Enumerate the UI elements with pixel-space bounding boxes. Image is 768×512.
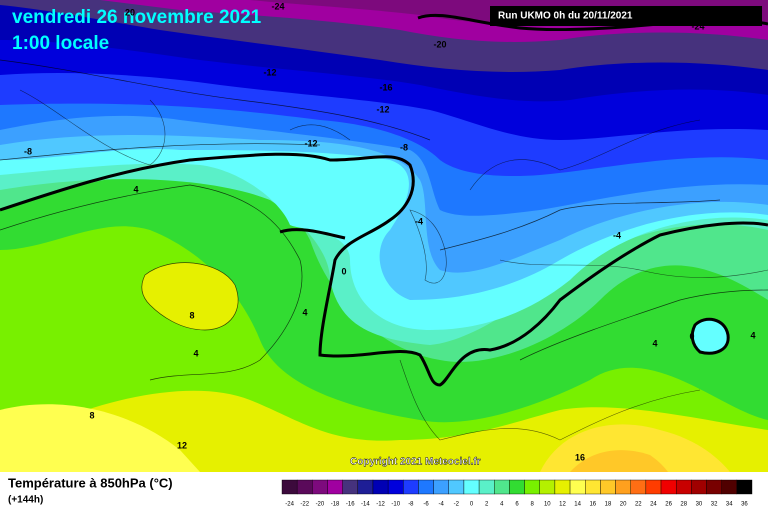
contour-label: -16 bbox=[379, 82, 392, 92]
legend-swatch bbox=[509, 479, 525, 495]
legend-tick-label: 28 bbox=[680, 502, 687, 508]
contour-label: -4 bbox=[613, 230, 621, 240]
legend-tick-label: 0 bbox=[470, 502, 474, 508]
legend-swatch bbox=[645, 479, 662, 495]
legend-swatch bbox=[600, 479, 616, 495]
legend-tick-label: 10 bbox=[544, 502, 551, 508]
legend-tick-label: 12 bbox=[559, 502, 566, 508]
contour-label: 12 bbox=[177, 440, 187, 450]
color-legend: -24 -22 -20 -18 -16 -14 -12 -10 -8 -6 -4 -2 0 2 4 6 8 10 1… bbox=[281, 479, 753, 508]
legend-swatch bbox=[691, 479, 707, 495]
footer-title: Température à 850hPa (°C) bbox=[8, 475, 173, 490]
legend-tick-label: -24 bbox=[285, 502, 294, 508]
legend-tick-label: -10 bbox=[391, 502, 400, 508]
legend-swatch bbox=[721, 479, 738, 495]
contour-label: 4 bbox=[302, 307, 307, 317]
legend-swatch bbox=[387, 479, 404, 495]
contour-label: 8 bbox=[189, 310, 194, 320]
contour-label: -12 bbox=[376, 104, 389, 114]
legend-tick-label: 32 bbox=[711, 502, 718, 508]
legend-swatch bbox=[418, 479, 434, 495]
legend-tick-label: -14 bbox=[361, 502, 370, 508]
contour-label: 0 bbox=[689, 331, 694, 341]
legend-tick-label: 30 bbox=[696, 502, 703, 508]
contour-label: 0 bbox=[341, 266, 346, 276]
legend-swatch bbox=[524, 479, 540, 495]
contour-label: -20 bbox=[433, 39, 446, 49]
contour-label: 8 bbox=[89, 410, 94, 420]
coastlines bbox=[19, 89, 768, 441]
legend-swatch bbox=[554, 479, 571, 495]
contour-label: 4 bbox=[193, 348, 198, 358]
footer-subtitle: (+144h) bbox=[8, 495, 43, 506]
contour-label: 20 bbox=[125, 7, 135, 17]
legend-swatch bbox=[327, 479, 343, 495]
legend-swatch bbox=[463, 479, 480, 495]
contour-label: 4 bbox=[133, 184, 138, 194]
legend-tick-label: 4 bbox=[500, 502, 504, 508]
date-label: vendredi 26 novembre 2021 bbox=[12, 7, 262, 28]
run-label: Run UKMO 0h du 20/11/2021 bbox=[498, 11, 633, 22]
legend-swatch bbox=[585, 479, 601, 495]
legend-swatch bbox=[281, 479, 298, 495]
temperature-field bbox=[0, 0, 768, 472]
contour-label: -24 bbox=[271, 1, 284, 11]
copyright: Copyright 2021 Meteociel.fr bbox=[350, 457, 481, 468]
time-label: 1:00 locale bbox=[12, 33, 109, 54]
legend-swatch bbox=[706, 479, 722, 495]
legend-tick-label: 36 bbox=[741, 502, 748, 508]
legend-swatch bbox=[478, 479, 495, 495]
contour-label: -12 bbox=[263, 67, 276, 77]
contour-label: -4 bbox=[415, 216, 423, 226]
legend-swatch bbox=[403, 479, 419, 495]
legend-tick-label: -16 bbox=[346, 502, 355, 508]
legend-tick-label: 26 bbox=[665, 502, 672, 508]
legend-tick-label: -18 bbox=[331, 502, 340, 508]
contour-label: -8 bbox=[400, 142, 408, 152]
contour-label: -24 bbox=[691, 21, 704, 31]
legend-swatch bbox=[736, 479, 753, 495]
contour-label: -12 bbox=[304, 138, 317, 148]
legend-tick-label: 6 bbox=[515, 502, 519, 508]
legend-tick-label: -4 bbox=[439, 502, 445, 508]
legend-swatch bbox=[494, 479, 510, 495]
legend-swatch bbox=[296, 479, 313, 495]
legend-tick-label: -8 bbox=[408, 502, 414, 508]
contour-labels: -24 20 -20 -24 -12 -16 -12 -12 -8 -8 4 -4 0 -4 8 4 4 4 8 12… bbox=[24, 1, 756, 462]
legend-swatch bbox=[675, 479, 692, 495]
contour-label: 4 bbox=[652, 338, 657, 348]
legend-swatch bbox=[569, 479, 586, 495]
legend-tick-label: 18 bbox=[605, 502, 612, 508]
legend-tick-label: 24 bbox=[650, 502, 657, 508]
legend-tick-label: 14 bbox=[574, 502, 581, 508]
legend-swatch bbox=[660, 479, 677, 495]
legend-tick-label: -12 bbox=[376, 502, 385, 508]
legend-tick-label: -20 bbox=[316, 502, 325, 508]
legend-swatch bbox=[433, 479, 449, 495]
legend-swatch bbox=[630, 479, 647, 495]
legend-tick-label: -22 bbox=[300, 502, 309, 508]
legend-swatch bbox=[539, 479, 556, 495]
run-banner bbox=[490, 6, 762, 26]
legend-tick-label: -2 bbox=[454, 502, 460, 508]
legend-swatch bbox=[372, 479, 389, 495]
legend-swatch bbox=[448, 479, 465, 495]
contour-label: 16 bbox=[575, 452, 585, 462]
isotherms bbox=[0, 59, 768, 381]
legend-tick-label: 2 bbox=[485, 502, 489, 508]
legend-tick-label: 20 bbox=[620, 502, 627, 508]
legend-swatch bbox=[342, 479, 359, 495]
legend-tick-label: 22 bbox=[635, 502, 642, 508]
contour-label: 4 bbox=[750, 330, 755, 340]
legend-swatch bbox=[312, 479, 328, 495]
legend-tick-label: 16 bbox=[589, 502, 596, 508]
legend-tick-label: -6 bbox=[423, 502, 429, 508]
legend-tick-label: 34 bbox=[726, 502, 733, 508]
legend-swatch bbox=[615, 479, 631, 495]
contour-label: -8 bbox=[24, 146, 32, 156]
legend-swatch bbox=[357, 479, 374, 495]
legend-tick-label: 8 bbox=[530, 502, 534, 508]
